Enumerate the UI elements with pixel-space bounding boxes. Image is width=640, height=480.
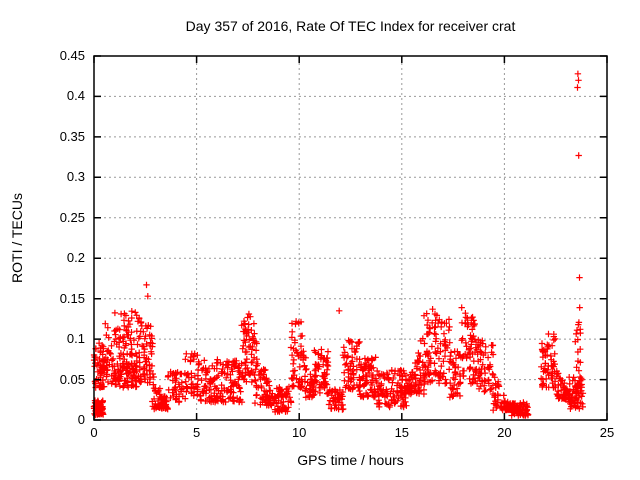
x-tick-label: 20 (497, 425, 512, 440)
y-tick-label: 0.4 (66, 88, 85, 104)
axis-ticks (93, 55, 608, 421)
y-tick-label: 0.3 (66, 169, 85, 185)
y-tick-label: 0 (77, 412, 85, 427)
x-tick-label: 25 (599, 425, 615, 440)
x-tick-label: 0 (90, 425, 98, 440)
chart-title: Day 357 of 2016, Rate Of TEC Index for r… (185, 18, 516, 34)
y-tick-label: 0.1 (66, 331, 85, 347)
y-tick-label: 0.35 (59, 128, 85, 144)
x-tick-label: 15 (394, 425, 410, 440)
scatter-points (90, 70, 587, 419)
y-tick-label: 0.25 (59, 209, 85, 225)
y-tick-label: 0.45 (59, 48, 85, 63)
x-axis-label: GPS time / hours (297, 452, 404, 468)
x-tick-label: 5 (192, 425, 201, 440)
y-tick-label: 0.05 (59, 371, 85, 387)
x-tick-label: 10 (291, 425, 307, 440)
y-tick-label: 0.15 (59, 290, 85, 306)
y-tick-label: 0.2 (66, 250, 85, 266)
plot-border (93, 55, 608, 421)
